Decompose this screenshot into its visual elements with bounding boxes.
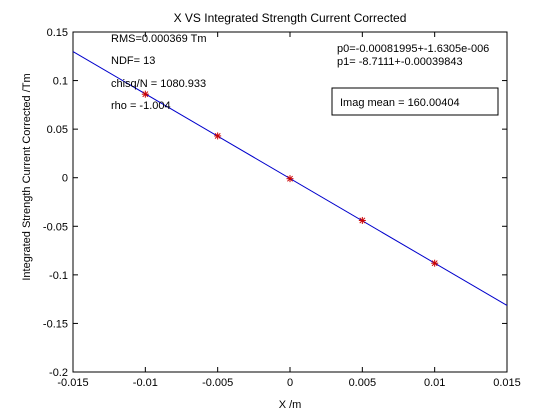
data-point-stroke xyxy=(287,175,293,182)
annotation-p0: p0=-0.00081995+-1.6305e-006 xyxy=(337,43,489,55)
annotation-rms: RMS=0.000369 Tm xyxy=(111,33,207,45)
x-tick-label: -0.015 xyxy=(57,377,88,389)
x-tick-label: -0.01 xyxy=(133,377,158,389)
data-point xyxy=(214,132,222,140)
x-tick-label: 0.005 xyxy=(349,377,377,389)
axis-ticks: -0.015 -0.01 -0.005 0 0.005 0.01 0.015 0.15 0.1 0… xyxy=(43,27,521,389)
data-point-stroke xyxy=(359,217,366,224)
x-tick-label: 0.01 xyxy=(424,377,445,389)
y-axis-label: Integrated Strength Current Corrected /T… xyxy=(21,73,33,280)
annotation-p1: p1= -8.7111+-0.00039843 xyxy=(337,56,463,68)
data-point xyxy=(286,175,294,183)
annotation-rho: rho = -1.004 xyxy=(111,100,171,112)
x-tick-label: 0.015 xyxy=(493,377,521,389)
data-point xyxy=(431,259,439,267)
x-tick-label: -0.005 xyxy=(202,377,233,389)
x-axis-label: X /m xyxy=(279,399,302,411)
y-tick-label: 0.1 xyxy=(53,76,68,88)
imag-mean-box xyxy=(331,87,499,116)
data-point xyxy=(141,90,149,98)
y-tick-label: -0.2 xyxy=(49,367,68,379)
data-point-stroke xyxy=(214,132,221,139)
series-group xyxy=(72,51,508,306)
y-tick-label: 0.15 xyxy=(47,27,68,39)
annotation-ndf: NDF= 13 xyxy=(111,55,155,67)
y-tick-label: 0.05 xyxy=(47,124,68,136)
data-point-stroke xyxy=(142,91,149,98)
chart-title: X VS Integrated Strength Current Correct… xyxy=(174,11,407,25)
annotation-imag-mean: Imag mean = 160.00404 xyxy=(340,97,460,109)
y-tick-label: -0.05 xyxy=(43,221,68,233)
y-tick-label: 0 xyxy=(62,173,68,185)
annotation-chisq: chisq/N = 1080.933 xyxy=(111,78,206,90)
y-tick-label: -0.15 xyxy=(43,318,68,330)
x-tick-label: 0 xyxy=(287,377,293,389)
y-tick-label: -0.1 xyxy=(49,270,68,282)
data-point-stroke xyxy=(431,260,438,267)
data-point xyxy=(358,216,366,224)
